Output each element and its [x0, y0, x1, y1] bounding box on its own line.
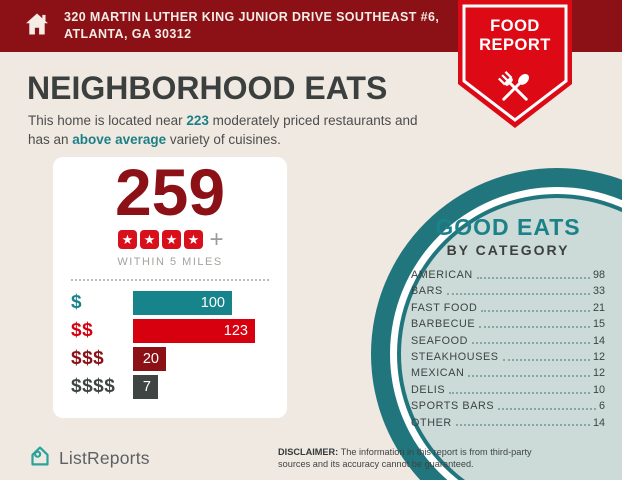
category-value: 14	[592, 416, 605, 429]
price-bar-row: $$$ 20	[71, 347, 269, 372]
price-bar: 100	[133, 291, 232, 316]
dotted-leader	[502, 358, 590, 361]
price-bar-value: 100	[200, 295, 225, 312]
intro-part1: This home is located near	[28, 113, 187, 128]
price-tier-label: $	[71, 292, 83, 314]
good-eats-subtitle: BY CATEGORY	[446, 242, 570, 258]
plus-sign: +	[209, 225, 224, 253]
dotted-leader	[498, 407, 596, 410]
category-value: 12	[592, 350, 605, 363]
category-value: 15	[592, 318, 605, 331]
star-badges: ★ ★ ★ ★	[116, 229, 204, 249]
food-report-ribbon: FOOD REPORT	[458, 0, 572, 132]
listreports-house-icon	[28, 444, 52, 473]
home-icon	[22, 10, 52, 43]
stats-card: 259 + ★ ★ ★ ★ WITHIN 5 MILES $100 $$ 123 $$$ 20…	[53, 157, 287, 418]
category-value: 14	[592, 334, 605, 347]
category-row: SPORTS BARS 6	[411, 401, 605, 412]
ribbon-shape	[458, 0, 572, 128]
category-label: STEAKHOUSES	[411, 350, 499, 363]
property-address: 320 MARTIN LUTHER KING JUNIOR DRIVE SOUT…	[64, 9, 439, 43]
price-bar-row: $100	[71, 291, 269, 316]
star-rating: + ★ ★ ★ ★	[53, 225, 287, 253]
dotted-leader	[446, 293, 590, 296]
category-value: 6	[598, 400, 605, 413]
category-row: DELIS 10	[411, 383, 605, 396]
ribbon-line1: FOOD	[490, 17, 540, 35]
category-row: FAST FOOD 21	[411, 301, 605, 314]
price-tier-label: $$	[71, 320, 94, 342]
price-bar-row: $$$$ 7	[71, 375, 269, 400]
price-bar: 7	[133, 375, 158, 400]
spoon-fork-icon	[489, 62, 541, 119]
price-bar: 123	[133, 319, 255, 344]
category-row: AMERICAN 98	[411, 270, 605, 281]
price-tier-label: $$$	[71, 348, 105, 370]
price-bar-value: 20	[142, 351, 159, 368]
category-label: SEAFOOD	[411, 334, 468, 347]
star-icon: ★	[161, 229, 181, 249]
star-icon: ★	[183, 229, 203, 249]
category-row: MEXICAN 12	[411, 368, 605, 379]
category-label: MEXICAN	[411, 367, 465, 380]
variety-highlight: above average	[72, 131, 167, 147]
category-row: OTHER 14	[411, 416, 605, 429]
price-bar-value: 7	[142, 379, 151, 396]
ribbon-line2: REPORT	[479, 35, 551, 54]
price-tier-label: $$$$	[71, 376, 116, 398]
category-label: OTHER	[411, 416, 452, 429]
intro-part2: moderately priced restaurants and has an	[28, 113, 418, 147]
category-label: DELIS	[411, 383, 446, 396]
category-row: BARBECUE 15	[411, 319, 605, 330]
dotted-leader	[468, 375, 590, 378]
good-eats-title: GOOD EATS	[435, 214, 581, 240]
page-title: NEIGHBORHOOD EATS	[27, 70, 388, 106]
dotted-leader	[476, 276, 590, 279]
category-row: STEAKHOUSES 12	[411, 352, 605, 363]
disclaimer-label: DISCLAIMER:	[278, 447, 339, 457]
category-list: AMERICAN 98 BARS 33 FAST FOOD 21 BARBECUE 15 SEA…	[408, 270, 608, 428]
intro-part3: variety of cuisines.	[166, 131, 281, 147]
disclaimer: DISCLAIMER: The information in this repo…	[278, 446, 546, 471]
dotted-leader	[455, 424, 590, 427]
price-bars: $100 $$ 123 $$$ 20 $$$$ 7	[53, 291, 287, 400]
restaurant-count: 223	[186, 113, 209, 128]
total-restaurants: 259	[114, 155, 226, 229]
dotted-leader	[449, 391, 590, 394]
good-eats-panel: GOOD EATS BY CATEGORY AMERICAN 98 BARS 33 FA…	[408, 216, 608, 434]
listreports-logo: ListReports	[28, 444, 150, 473]
category-value: 98	[592, 269, 605, 281]
ribbon-title: FOOD REPORT	[458, 17, 572, 55]
radius-label: WITHIN 5 MILES	[117, 256, 223, 269]
category-value: 10	[592, 383, 605, 396]
brand-name: ListReports	[59, 448, 150, 468]
category-label: FAST FOOD	[411, 301, 478, 314]
dotted-leader	[472, 342, 590, 345]
category-value: 21	[592, 301, 605, 314]
category-value: 33	[592, 285, 605, 298]
address-line2: ATLANTA, GA 30312	[64, 27, 192, 41]
category-label: SPORTS BARS	[411, 400, 495, 413]
price-bar: 20	[133, 347, 166, 372]
intro-text: This home is located near 223 moderately…	[28, 112, 436, 150]
price-bar-row: $$ 123	[71, 319, 269, 344]
dotted-leader	[481, 309, 590, 312]
disclaimer-text: The information in this report is from t…	[278, 447, 532, 470]
dotted-leader	[479, 325, 590, 328]
price-bar-value: 123	[223, 323, 248, 340]
address-line1: 320 MARTIN LUTHER KING JUNIOR DRIVE SOUT…	[64, 10, 440, 25]
star-icon: ★	[117, 229, 137, 249]
star-icon: ★	[139, 229, 159, 249]
category-value: 12	[592, 367, 605, 380]
category-row: SEAFOOD 14	[411, 334, 605, 347]
dotted-divider	[71, 279, 269, 282]
category-label: BARBECUE	[411, 318, 476, 331]
category-row: BARS 33	[411, 286, 605, 297]
category-label: AMERICAN	[411, 269, 473, 281]
category-label: BARS	[411, 285, 443, 298]
